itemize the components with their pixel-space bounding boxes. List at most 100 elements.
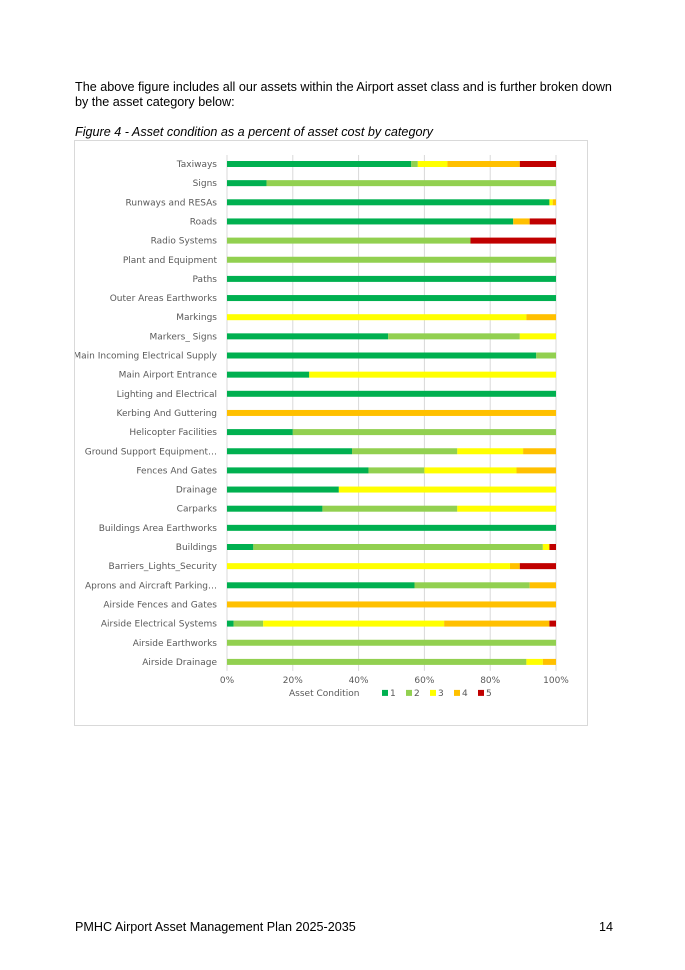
bar-segment [227,199,550,206]
category-label: Runways and RESAs [126,198,218,208]
bar-segment [233,620,264,627]
bar-segment [457,448,524,455]
bar-segment [414,582,530,589]
legend-label: 4 [462,689,468,699]
category-label: Paths [193,275,218,285]
bar-segment [542,544,550,550]
bar-segment [227,161,412,167]
legend-swatch [382,689,388,696]
category-label: Fences And Gates [136,466,217,476]
category-label: Barriers_Lights_Security [109,562,218,572]
bar-segment [227,390,556,397]
intro-paragraph: The above figure includes all our assets… [75,80,612,109]
bar-segment [292,429,556,436]
bar-segment [526,658,543,665]
bar-segment [266,180,556,187]
x-tick-label: 80% [480,676,500,686]
bar-segment [549,199,553,206]
bar-segment [227,505,323,512]
category-label: Main Incoming Electrical Supply [75,352,218,362]
category-label: Aprons and Aircraft Parking… [85,581,217,591]
legend-label: 5 [486,689,492,699]
legend-swatch [430,689,436,696]
bar-segment [352,448,458,455]
bar-segment [227,486,339,493]
category-label: Radio Systems [151,237,218,247]
bar-segment [338,486,556,493]
category-label: Airside Fences and Gates [103,600,217,610]
bar-segment [549,544,556,550]
category-label: Markings [176,313,217,323]
x-tick-label: 60% [414,676,434,686]
bar-segment [417,161,448,167]
category-label: Airside Drainage [142,658,217,668]
bar-segment [253,544,543,550]
bar-segment [529,582,556,589]
footer-title: PMHC Airport Asset Management Plan 2025-… [75,920,356,934]
legend-label: 1 [390,689,396,699]
bar-segment [227,658,527,665]
bar-segment [411,161,418,167]
category-label: Outer Areas Earthworks [110,294,218,304]
category-label: Carparks [177,505,218,515]
bar-segment [227,180,267,187]
category-label: Signs [193,179,218,189]
bar-segment [368,467,425,474]
category-label: Helicopter Facilities [129,428,217,438]
bar-segment [227,333,389,340]
bar-segment [227,620,234,627]
category-label: Taxiways [176,160,218,170]
bar-segment [227,371,310,378]
legend-swatch [406,689,412,696]
legend-swatch [454,689,460,696]
bar-segment [227,582,415,589]
category-label: Main Airport Entrance [119,371,218,381]
bar-segment [227,275,556,282]
category-label: Lighting and Electrical [117,390,217,400]
bar-segment [513,218,530,225]
bar-segment [388,333,520,340]
bar-segment [227,409,556,416]
category-label: Drainage [176,486,218,496]
bar-segment [227,467,369,474]
x-tick-label: 100% [543,676,569,686]
category-label: Airside Earthworks [133,639,218,649]
bar-segment [519,161,556,167]
x-axis-label: Asset Condition [289,689,359,699]
stacked-bar-chart: Taxiways Signs Runways and RESAs Roads Radio… [75,155,569,699]
bar-segment [526,314,556,321]
category-label: Buildings Area Earthworks [99,524,218,534]
chart-frame: Taxiways Signs Runways and RESAs Roads Radio… [74,140,588,726]
bar-segment [227,524,556,531]
bar-segment [227,639,556,646]
bar-segment [227,295,556,302]
bar-segment [519,563,556,570]
bar-segment [322,505,458,512]
bar-segment [447,161,520,167]
x-tick-label: 0% [220,676,235,686]
bar-segment [536,352,556,359]
bar-segment [529,218,556,225]
category-label: Markers_ Signs [150,332,218,342]
bar-segment [444,620,550,627]
bar-segment [227,352,537,359]
bar-segment [457,505,556,512]
bar-segment [227,544,254,550]
bar-segment [227,563,510,570]
legend-swatch [478,689,484,696]
figure-caption: Figure 4 - Asset condition as a percent … [75,125,433,139]
bar-segment [227,218,514,225]
bar-segment [424,467,517,474]
bar-segment [509,563,520,570]
bar-segment [516,467,556,474]
bar-segment [227,601,556,608]
bar-segment [227,429,293,436]
x-tick-label: 20% [283,676,303,686]
bar-segment [309,371,556,378]
bar-segment [263,620,445,627]
category-label: Plant and Equipment [123,256,218,266]
bar-segment [227,256,556,263]
x-tick-label: 40% [349,676,369,686]
bar-segment [549,620,556,627]
category-label: Airside Electrical Systems [101,620,217,630]
